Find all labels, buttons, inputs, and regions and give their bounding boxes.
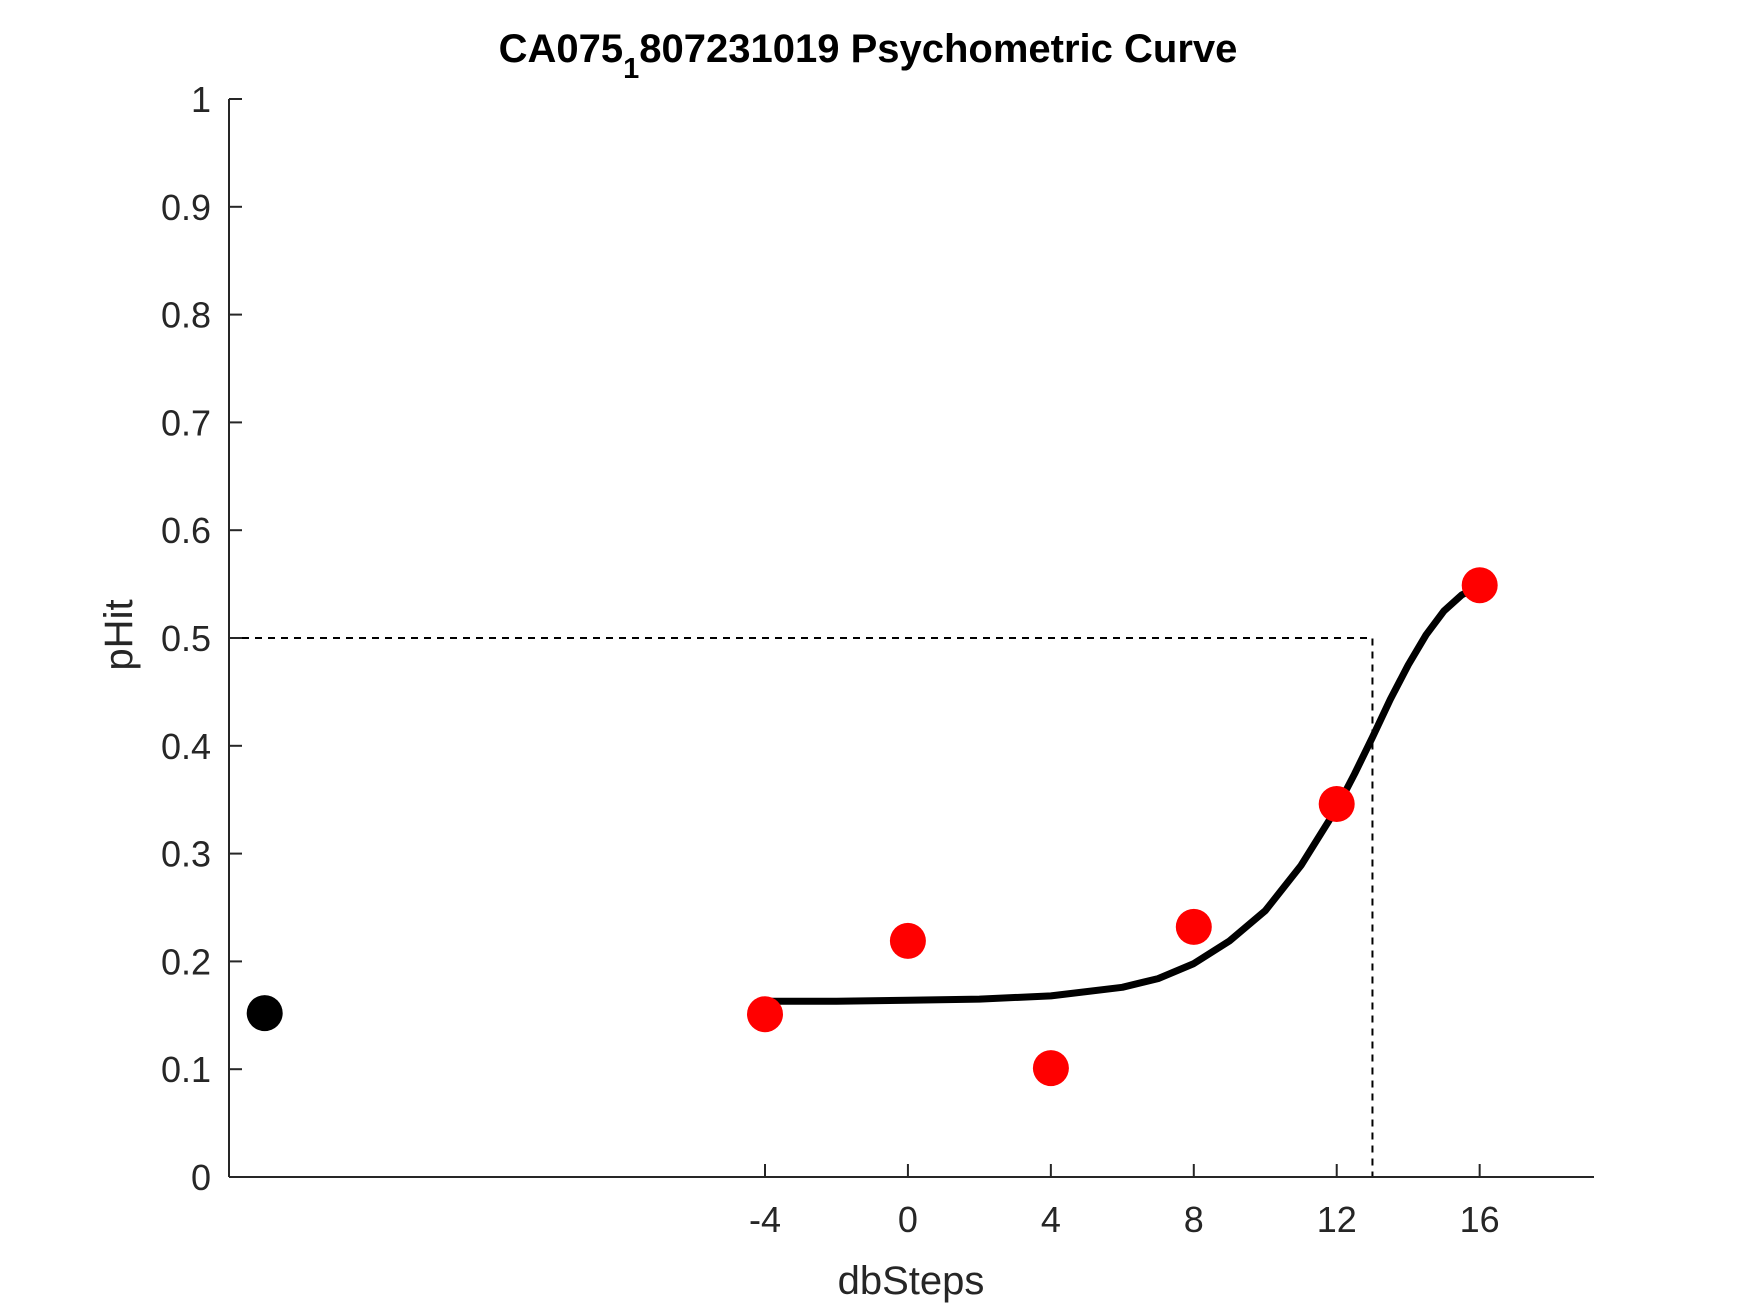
data-point [1318, 786, 1355, 822]
y-tick-label: 0.5 [161, 618, 211, 659]
data-point [747, 996, 783, 1033]
data-point [1032, 1050, 1069, 1087]
x-tick-label: 8 [1184, 1199, 1204, 1240]
y-tick-label: 0.1 [161, 1049, 211, 1090]
x-tick-label: 0 [898, 1199, 918, 1240]
y-tick-label: 0.6 [161, 510, 211, 551]
x-axis-label: dbSteps [838, 1259, 985, 1303]
threshold-reference-line [229, 637, 1374, 1177]
chart-title-main: CA075 [499, 27, 624, 71]
y-axis-label: pHit [97, 599, 141, 670]
chart-title-rest: 807231019 Psychometric Curve [639, 27, 1237, 71]
x-tick-label: 16 [1460, 1199, 1500, 1240]
x-tick-label: 4 [1041, 1199, 1061, 1240]
data-point [246, 995, 283, 1032]
y-tick-label: 0.8 [161, 295, 211, 336]
y-tick-label: 0.4 [161, 726, 211, 767]
y-tick-label: 0 [191, 1157, 211, 1198]
y-tick-label: 0.9 [161, 187, 211, 228]
y-axis-ticks: 0 0.1 0.2 0.3 0.4 0.5 0.6 0.7 0.8 0.9 1 [161, 79, 242, 1198]
data-point [1175, 908, 1212, 945]
plot-area [229, 567, 1498, 1177]
chart-title: CA0751807231019 Psychometric Curve [499, 27, 1238, 85]
y-tick-label: 0.2 [161, 941, 211, 982]
psychometric-fit-line [761, 582, 1484, 1005]
x-axis-ticks: -4 0 4 8 12 16 [749, 1164, 1500, 1240]
y-tick-label: 1 [191, 79, 211, 120]
chart-title-subscript: 1 [623, 53, 639, 85]
y-tick-label: 0.7 [161, 402, 211, 443]
y-tick-label: 0.3 [161, 834, 211, 875]
data-point [1461, 567, 1498, 604]
data-point [889, 922, 926, 959]
x-tick-label: 12 [1317, 1199, 1357, 1240]
x-tick-label: -4 [749, 1199, 781, 1240]
